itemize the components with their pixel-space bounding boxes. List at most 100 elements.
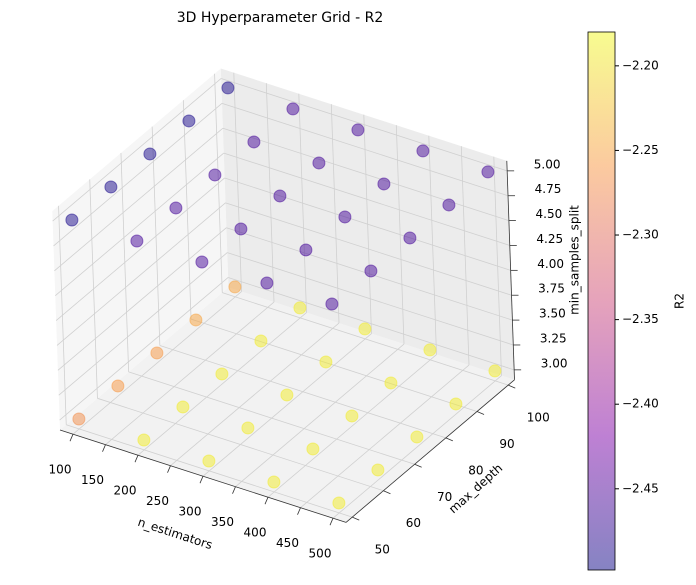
grid-line	[223, 152, 510, 246]
data-point	[208, 168, 222, 182]
grid-line	[58, 252, 228, 396]
data-point	[345, 409, 359, 423]
colorbar-tick-label: −2.45	[622, 481, 659, 495]
data-point	[221, 81, 235, 95]
grid-line	[56, 202, 226, 346]
colorbar-label: R2	[673, 293, 687, 309]
grid-line	[137, 312, 307, 456]
grid-line	[332, 375, 502, 519]
data-point	[293, 301, 307, 315]
grid-line	[52, 78, 222, 222]
data-point	[150, 346, 164, 360]
colorbar-tick-label: −2.40	[622, 397, 659, 411]
data-point	[358, 322, 372, 336]
data-point	[111, 379, 125, 393]
grid-line	[267, 354, 437, 498]
x-tick	[102, 444, 106, 452]
grid-line	[224, 177, 511, 271]
y-tick-label: 50	[375, 543, 390, 557]
grid-line	[221, 78, 508, 172]
data-point	[260, 276, 274, 290]
grid-line	[222, 127, 510, 221]
grid-line	[55, 177, 225, 321]
colorbar-tick-label: −2.30	[622, 228, 659, 242]
y-tick	[508, 384, 516, 389]
grid-line	[72, 291, 242, 435]
grid-line	[227, 252, 514, 346]
data-point	[267, 475, 281, 489]
colorbar	[587, 31, 616, 571]
z-tick-label: 3.75	[538, 282, 565, 296]
grid-line	[97, 397, 384, 492]
x-tick-label: 100	[49, 463, 72, 477]
data-point	[449, 397, 463, 411]
x-axis-label: n_estimators	[136, 515, 214, 552]
data-point	[286, 102, 300, 116]
axis-line	[345, 379, 515, 523]
colorbar-tick-label: −2.25	[622, 143, 659, 157]
axis-line	[59, 429, 347, 523]
z-tick-label: 4.00	[537, 257, 564, 271]
z-tick-label: 5.00	[534, 157, 561, 171]
y-tick-label: 60	[406, 516, 421, 530]
grid-line	[57, 227, 227, 371]
grid-line	[300, 364, 470, 509]
z-tick-label: 4.75	[535, 182, 562, 196]
grid-line	[190, 318, 478, 412]
y-tick	[414, 463, 422, 468]
data-point	[254, 334, 268, 348]
data-point	[488, 364, 502, 378]
x-tick	[167, 465, 171, 473]
data-point	[384, 376, 398, 390]
grid-line	[170, 322, 340, 467]
data-point	[104, 180, 118, 194]
y-tick-label: 70	[437, 490, 452, 504]
grid-line	[225, 202, 512, 296]
data-point	[234, 222, 248, 236]
grid-line	[53, 103, 223, 247]
grid-line	[59, 277, 229, 421]
data-point	[247, 135, 261, 149]
x-tick-label: 400	[244, 526, 267, 540]
grid-line	[159, 345, 446, 439]
x-tick	[264, 497, 269, 505]
data-point	[176, 400, 190, 414]
y-tick-label: 100	[527, 411, 550, 425]
data-point	[403, 231, 417, 245]
colorbar-tick-label: −2.20	[622, 58, 659, 72]
data-point	[416, 144, 430, 158]
data-point	[423, 343, 437, 357]
data-point	[189, 313, 203, 327]
data-point	[325, 297, 339, 311]
data-point	[241, 421, 255, 435]
x-tick	[329, 518, 334, 526]
data-point	[195, 255, 209, 269]
grid-line	[202, 333, 372, 477]
data-point	[312, 156, 326, 170]
data-point	[410, 430, 424, 444]
data-point	[338, 210, 352, 224]
x-tick	[232, 486, 236, 494]
data-point	[65, 213, 79, 227]
grid-line	[235, 343, 405, 488]
data-point	[215, 367, 229, 381]
grid-line	[128, 371, 415, 465]
z-tick-label: 4.25	[536, 232, 563, 246]
colorbar-tick-label: −2.35	[622, 312, 659, 326]
data-point	[364, 264, 378, 278]
x-tick-label: 150	[81, 473, 104, 487]
x-tick-label: 250	[146, 494, 169, 508]
data-point	[306, 442, 320, 456]
data-point	[371, 463, 385, 477]
data-point	[319, 355, 333, 369]
data-point	[202, 454, 216, 468]
grid-line	[55, 152, 225, 296]
data-point	[442, 198, 456, 212]
y-tick	[383, 490, 391, 495]
grid-line	[105, 301, 275, 446]
x-tick	[134, 455, 139, 463]
data-point	[299, 243, 313, 257]
z-tick-label: 4.50	[536, 207, 563, 221]
z-tick-label: 3.00	[541, 356, 568, 370]
data-point	[182, 114, 196, 128]
